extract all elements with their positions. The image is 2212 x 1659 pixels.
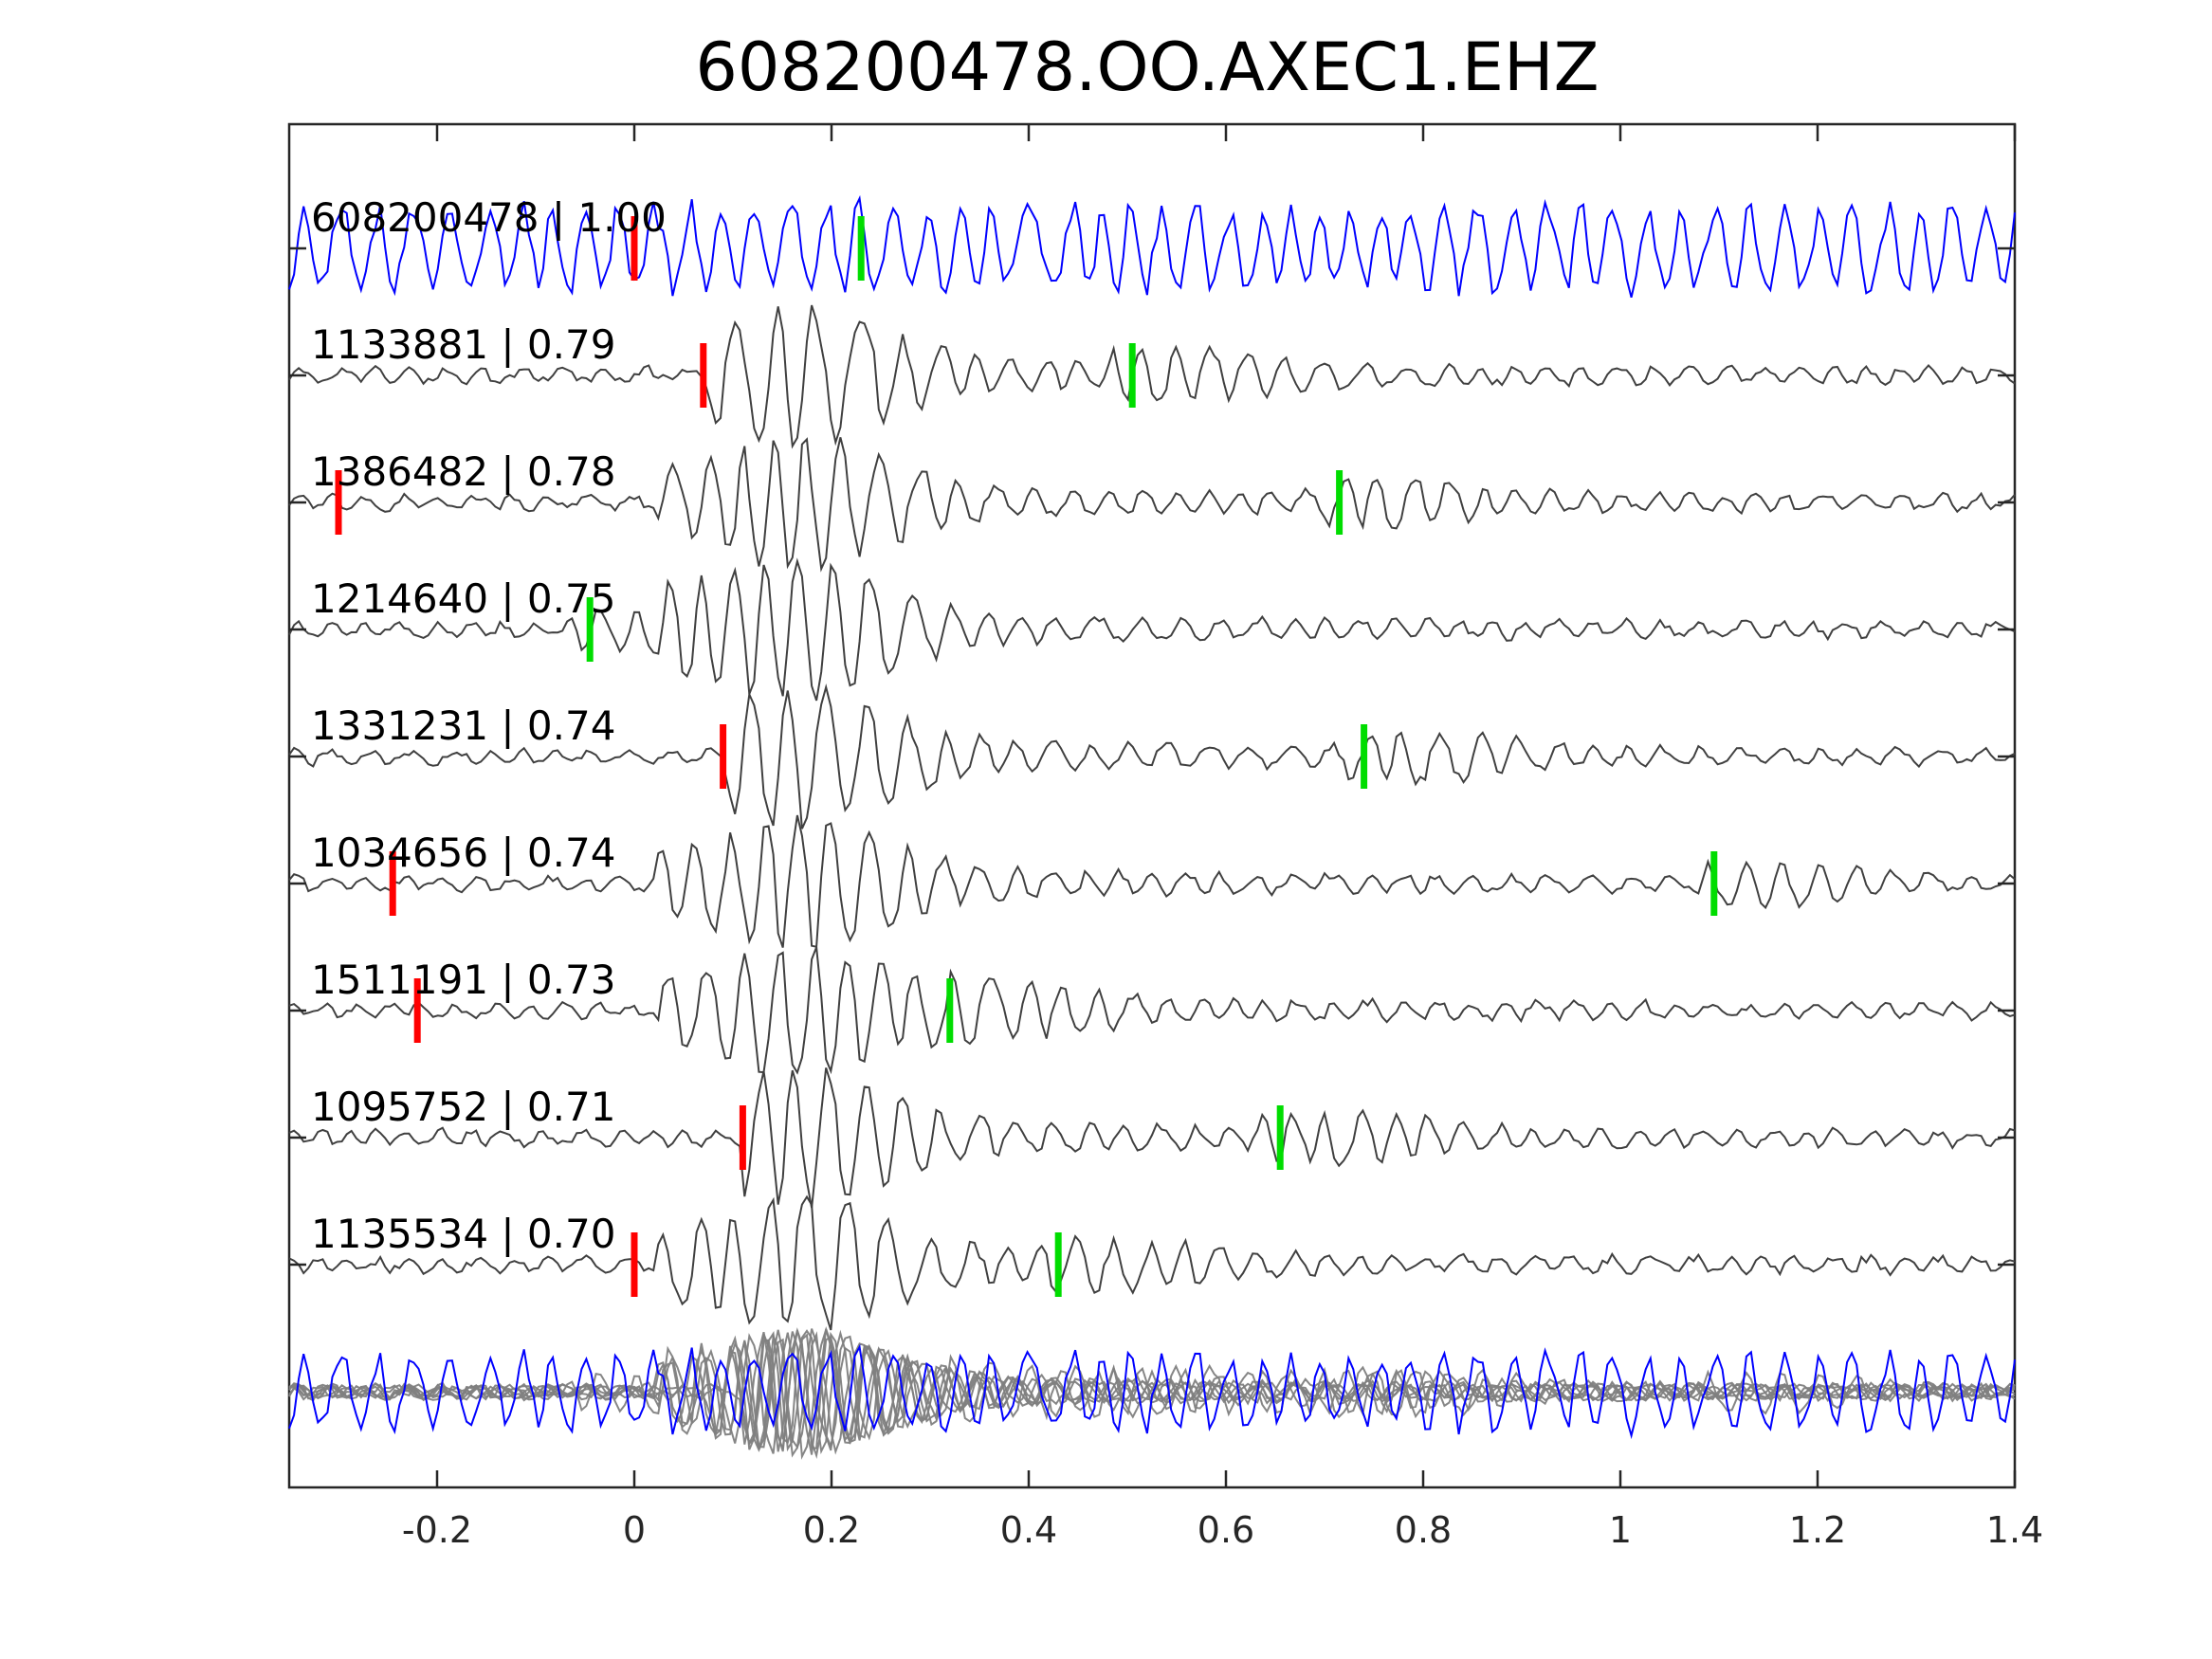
trace-label: 1135534 | 0.70	[311, 1211, 615, 1257]
picks-layer	[335, 216, 1718, 1297]
x-tick-label: 0.4	[1000, 1509, 1057, 1551]
trace-label: 608200478 | 1.00	[311, 194, 667, 241]
trace-1386482	[288, 437, 2016, 573]
x-tick-label: 0	[623, 1509, 646, 1551]
stack-trace-master	[288, 1343, 2016, 1440]
trace-608200478	[288, 194, 2016, 298]
trace-label: 1133881 | 0.79	[311, 321, 615, 368]
traces-layer	[288, 194, 2016, 1460]
trace-label: 1331231 | 0.74	[311, 702, 615, 749]
trace-labels: 608200478 | 1.00 1133881 | 0.79 1386482 | …	[311, 194, 667, 1257]
plot-area: 608200478 | 1.00 1133881 | 0.79 1386482 | …	[287, 122, 2043, 1551]
trace-1095752	[288, 1067, 2016, 1209]
trace-label: 1034656 | 0.74	[311, 830, 615, 876]
trace-label: 1095752 | 0.71	[311, 1084, 615, 1130]
x-tick-label: -0.2	[402, 1509, 472, 1551]
x-tick-label: 0.6	[1197, 1509, 1254, 1551]
chart-title: 608200478.OO.AXEC1.EHZ	[695, 28, 1599, 106]
trace-1331231	[288, 683, 2016, 830]
x-tick-label: 1	[1609, 1509, 1632, 1551]
trace-1135534	[288, 1194, 2016, 1331]
x-tick-label: 1.4	[1986, 1509, 2043, 1551]
trace-label: 1386482 | 0.78	[311, 448, 615, 495]
trace-1214640	[288, 557, 2016, 702]
x-tick-label: 1.2	[1789, 1509, 1846, 1551]
trace-label: 1214640 | 0.75	[311, 575, 615, 622]
x-tick-label: 0.2	[803, 1509, 860, 1551]
trace-1133881	[288, 304, 2016, 449]
trace-1511191	[288, 946, 2016, 1075]
x-tick-label: 0.8	[1395, 1509, 1452, 1551]
trace-1034656	[288, 814, 2016, 948]
x-axis-ticks: -0.2 0 0.2 0.4 0.6 0.8 1 1.2 1.4	[289, 124, 2043, 1551]
trace-label: 1511191 | 0.73	[311, 957, 615, 1003]
axes-frame	[287, 122, 2017, 1489]
